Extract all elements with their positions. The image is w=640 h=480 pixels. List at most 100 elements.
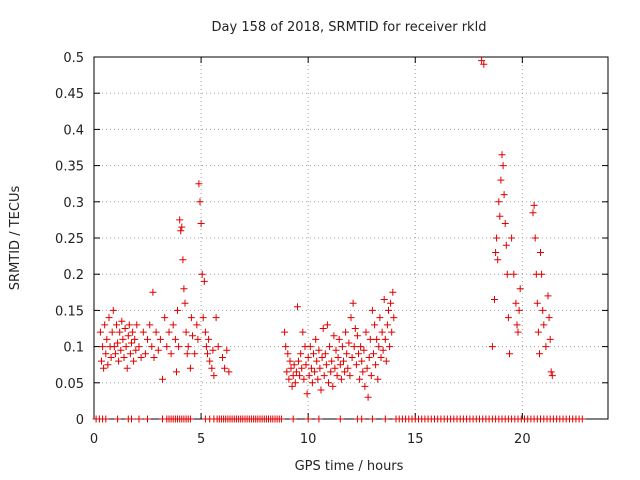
data-point	[544, 292, 552, 300]
data-point	[152, 328, 160, 336]
data-point	[494, 256, 502, 264]
data-point	[332, 346, 340, 354]
data-point	[353, 332, 361, 340]
data-point	[498, 151, 506, 159]
data-point	[292, 368, 300, 376]
data-point	[110, 343, 118, 351]
data-point	[179, 256, 187, 264]
data-point	[200, 277, 208, 285]
x-tick-label: 0	[90, 432, 98, 447]
data-point	[306, 343, 314, 351]
data-point	[187, 314, 195, 322]
y-tick-label: 0.4	[63, 123, 84, 138]
data-point	[122, 343, 130, 351]
data-point	[336, 361, 344, 369]
data-point	[189, 332, 196, 340]
data-point	[348, 354, 356, 361]
data-point	[204, 350, 211, 358]
data-point	[383, 321, 391, 329]
data-point	[359, 368, 367, 376]
data-point	[114, 415, 122, 423]
x-axis-label: GPS time / hours	[295, 459, 404, 474]
data-point	[513, 321, 521, 329]
data-point	[303, 390, 311, 398]
data-point	[346, 372, 354, 380]
data-point	[326, 343, 334, 351]
data-point	[499, 162, 507, 170]
data-point	[184, 343, 192, 351]
data-point	[307, 364, 315, 372]
data-point	[508, 234, 516, 242]
data-point	[123, 364, 131, 372]
data-point	[347, 314, 355, 322]
data-point	[126, 350, 134, 358]
data-point	[341, 368, 349, 376]
data-point	[497, 176, 505, 184]
data-point	[198, 270, 206, 278]
data-point	[364, 393, 372, 401]
data-point	[201, 328, 209, 336]
data-point	[115, 357, 123, 365]
data-point	[367, 372, 375, 380]
data-point	[478, 57, 486, 65]
data-point	[343, 350, 351, 358]
data-point	[183, 350, 191, 358]
data-point	[529, 209, 537, 217]
data-point	[368, 415, 376, 423]
data-point	[296, 372, 304, 380]
data-point	[390, 314, 398, 322]
data-point	[514, 328, 522, 336]
data-point	[548, 372, 556, 380]
data-point	[370, 350, 377, 358]
data-point	[171, 335, 179, 343]
data-point	[299, 328, 307, 336]
data-point	[492, 249, 500, 256]
data-point	[355, 350, 362, 358]
data-point	[382, 357, 390, 365]
data-point	[289, 372, 297, 380]
data-point	[361, 382, 369, 390]
data-point	[105, 314, 113, 322]
data-point	[119, 335, 127, 343]
data-point	[333, 372, 341, 380]
chart-title: Day 158 of 2018, SRMTID for receiver rkl…	[212, 20, 487, 35]
data-point	[496, 212, 504, 220]
data-point	[298, 364, 306, 372]
data-point	[534, 328, 542, 336]
data-point	[104, 361, 112, 369]
data-point	[381, 415, 389, 423]
data-point	[335, 335, 343, 343]
y-axis-label: SRMTID / TECUs	[8, 186, 23, 291]
data-point	[320, 372, 328, 380]
data-point	[338, 343, 346, 351]
data-point	[542, 343, 550, 351]
data-point	[135, 415, 143, 423]
data-point	[337, 375, 345, 383]
y-tick-label: 0.45	[55, 87, 84, 102]
data-point	[191, 350, 199, 358]
y-tick-label: 0.25	[55, 232, 84, 247]
data-point	[116, 328, 124, 336]
data-point	[331, 364, 339, 372]
x-tick-label: 10	[300, 432, 317, 447]
data-point	[310, 350, 317, 358]
data-point	[316, 364, 324, 372]
data-point	[352, 361, 360, 369]
data-point	[366, 335, 374, 343]
data-point	[319, 325, 327, 332]
data-point	[379, 346, 387, 354]
data-point	[288, 382, 296, 390]
data-point	[365, 354, 373, 361]
data-point	[210, 372, 218, 380]
data-point	[530, 201, 538, 209]
y-tick-label: 0.05	[55, 377, 84, 392]
data-point	[294, 303, 301, 311]
data-point	[165, 328, 173, 336]
data-point	[295, 357, 302, 365]
data-point	[480, 60, 488, 68]
data-point	[358, 415, 366, 423]
data-point	[363, 364, 371, 372]
data-point	[99, 343, 107, 351]
data-point	[323, 321, 331, 329]
data-point	[180, 285, 188, 293]
